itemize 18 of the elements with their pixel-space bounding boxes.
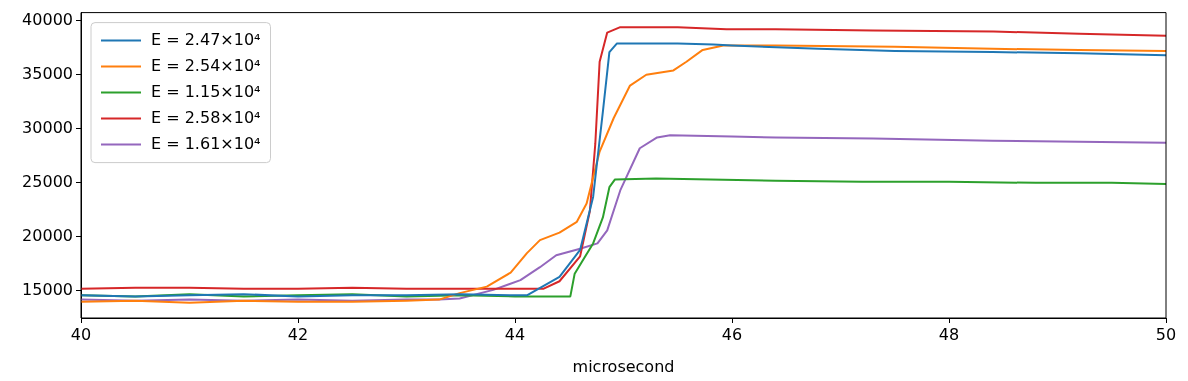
x-tick-label: 50 xyxy=(1155,324,1177,344)
legend-label: E = 1.15×10⁴ xyxy=(151,81,261,101)
legend-label: E = 2.47×10⁴ xyxy=(151,29,261,49)
x-tick-label: 48 xyxy=(938,324,960,344)
legend-label: E = 2.54×10⁴ xyxy=(151,55,261,75)
y-tick-label: 40000 xyxy=(22,9,73,29)
x-tick-label: 42 xyxy=(287,324,309,344)
x-tick-label: 46 xyxy=(721,324,743,344)
y-tick-label: 30000 xyxy=(22,117,73,137)
y-tick-label: 15000 xyxy=(22,280,73,300)
y-tick-label: 25000 xyxy=(22,172,73,192)
x-tick-label: 44 xyxy=(504,324,526,344)
y-tick-label: 20000 xyxy=(22,226,73,246)
x-axis-title: microsecond xyxy=(572,356,675,376)
y-tick-label: 35000 xyxy=(22,63,73,83)
legend-label: E = 1.61×10⁴ xyxy=(151,133,261,153)
x-tick-label: 40 xyxy=(70,324,92,344)
legend-label: E = 2.58×10⁴ xyxy=(151,107,261,127)
